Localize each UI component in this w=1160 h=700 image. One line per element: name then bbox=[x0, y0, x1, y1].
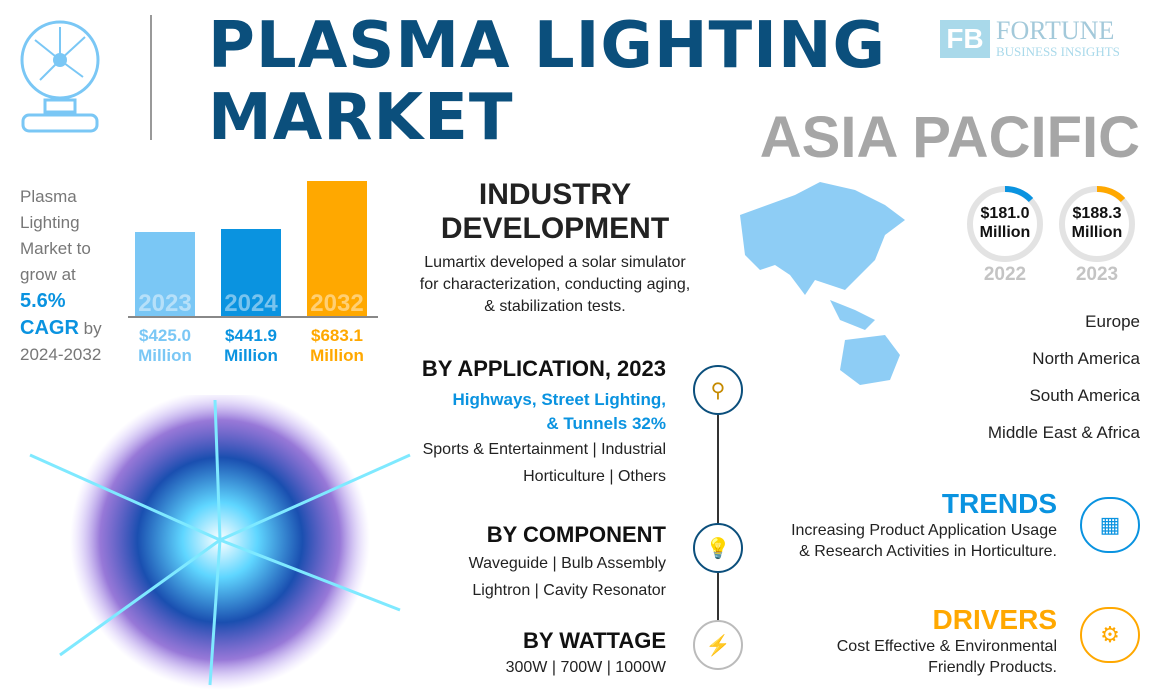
logo-mark-icon: FB bbox=[940, 20, 990, 58]
trends-section: TRENDS Increasing Product Application Us… bbox=[791, 488, 1057, 562]
application-section: BY APPLICATION, 2023 Highways, Street Li… bbox=[422, 356, 666, 490]
application-highlight: & Tunnels 32% bbox=[546, 414, 666, 433]
growth-line: Lighting bbox=[20, 213, 80, 232]
bar-2023 bbox=[135, 232, 195, 316]
bar-value: $683.1 bbox=[311, 326, 363, 345]
wattage-section: BY WATTAGE 300W | 700W | 1000W bbox=[506, 628, 666, 681]
bar-value: $425.0 bbox=[139, 326, 191, 345]
bar-value-label: $425.0 Million bbox=[130, 326, 200, 366]
growth-line: Plasma bbox=[20, 187, 77, 206]
industry-desc: for characterization, conducting aging, bbox=[419, 276, 691, 293]
wattage-list: 300W | 700W | 1000W bbox=[505, 659, 666, 676]
trends-text: Increasing Product Application Usage bbox=[791, 522, 1057, 539]
bar-chart: 2023 2024 2032 bbox=[128, 180, 378, 318]
cagr-value: 5.6% bbox=[20, 290, 66, 312]
lightning-icon: ⚡ bbox=[693, 620, 743, 670]
industry-title: INDUSTRY bbox=[478, 178, 632, 211]
stat-value: $181.0 Million bbox=[965, 204, 1045, 242]
industry-desc: & stabilization tests. bbox=[484, 298, 626, 315]
drivers-section: DRIVERS Cost Effective & Environmental F… bbox=[837, 604, 1057, 678]
application-highlight: Highways, Street Lighting, bbox=[452, 390, 666, 409]
growth-line: grow at bbox=[20, 265, 76, 284]
region-title: ASIA PACIFIC bbox=[759, 105, 1140, 170]
application-list: Sports & Entertainment | Industrial bbox=[422, 441, 666, 458]
bar-unit: Million bbox=[224, 346, 278, 365]
industry-section: INDUSTRY DEVELOPMENT Lumartix developed … bbox=[405, 178, 705, 318]
bulb-icon: 💡 bbox=[693, 523, 743, 573]
stat-value: $188.3 Million bbox=[1057, 204, 1137, 242]
trends-text: & Research Activities in Horticulture. bbox=[799, 543, 1057, 560]
logo: FB FORTUNE BUSINESS INSIGHTS bbox=[940, 18, 1120, 60]
asia-pacific-map bbox=[740, 182, 905, 385]
bar-value-label: $441.9 Million bbox=[216, 326, 286, 366]
stat-unit: Million bbox=[979, 224, 1031, 241]
bar-2024 bbox=[221, 228, 281, 316]
plasma-globe-icon bbox=[20, 20, 100, 133]
logo-sub: BUSINESS INSIGHTS bbox=[996, 44, 1120, 59]
stat-amount: $188.3 bbox=[1072, 205, 1122, 222]
region-item: Middle East & Africa bbox=[987, 423, 1140, 442]
plasma-ball-image bbox=[29, 395, 411, 690]
application-list: Horticulture | Others bbox=[523, 468, 666, 485]
drivers-text: Cost Effective & Environmental bbox=[836, 638, 1057, 655]
bar-value-label: $683.1 Million bbox=[302, 326, 372, 366]
component-title: BY COMPONENT bbox=[486, 522, 666, 547]
money-gear-icon: ⚙ bbox=[1080, 607, 1140, 663]
region-item: South America bbox=[1029, 386, 1140, 405]
region-item: North America bbox=[1032, 349, 1140, 368]
bar-unit: Million bbox=[310, 346, 364, 365]
title-line1: PLASMA LIGHTING bbox=[208, 9, 887, 83]
stat-ring bbox=[967, 185, 1043, 262]
stat-ring bbox=[1059, 185, 1135, 262]
bar-unit: Million bbox=[138, 346, 192, 365]
bar-2032 bbox=[307, 181, 367, 316]
bar-value: $441.9 bbox=[225, 326, 277, 345]
divider bbox=[150, 15, 152, 140]
street-lamp-icon: ⚲ bbox=[693, 365, 743, 415]
component-list: Waveguide | Bulb Assembly bbox=[468, 555, 666, 572]
component-list: Lightron | Cavity Resonator bbox=[472, 582, 666, 599]
application-title: BY APPLICATION, 2023 bbox=[421, 356, 666, 381]
stat-year: 2022 bbox=[983, 264, 1027, 285]
cagr-label: CAGR bbox=[20, 317, 79, 339]
bar-year-label: 2032 bbox=[310, 290, 364, 317]
component-section: BY COMPONENT Waveguide | Bulb Assembly L… bbox=[469, 522, 666, 604]
bar-year-label: 2024 bbox=[224, 290, 278, 317]
wattage-title: BY WATTAGE bbox=[523, 628, 666, 653]
timeline-line bbox=[717, 390, 719, 650]
stat-amount: $181.0 bbox=[980, 205, 1030, 222]
industry-title: DEVELOPMENT bbox=[440, 212, 670, 245]
growth-period: 2024-2032 bbox=[20, 345, 102, 364]
trends-title: TRENDS bbox=[941, 488, 1057, 519]
growth-text: Plasma Lighting Market to grow at 5.6% C… bbox=[20, 184, 130, 368]
drivers-title: DRIVERS bbox=[932, 604, 1057, 635]
stat-year: 2023 bbox=[1075, 264, 1119, 285]
industry-desc: Lumartix developed a solar simulator bbox=[424, 254, 686, 271]
growth-line: Market to bbox=[20, 239, 91, 258]
growth-by: by bbox=[83, 319, 102, 338]
bar-year-label: 2023 bbox=[138, 290, 192, 317]
drivers-text: Friendly Products. bbox=[928, 659, 1057, 676]
plants-shelf-icon: ▦ bbox=[1080, 497, 1140, 553]
logo-name: FORTUNE bbox=[996, 16, 1115, 45]
stat-unit: Million bbox=[1071, 224, 1123, 241]
title-line2: MARKET bbox=[208, 81, 514, 155]
region-item: Europe bbox=[1085, 312, 1140, 331]
